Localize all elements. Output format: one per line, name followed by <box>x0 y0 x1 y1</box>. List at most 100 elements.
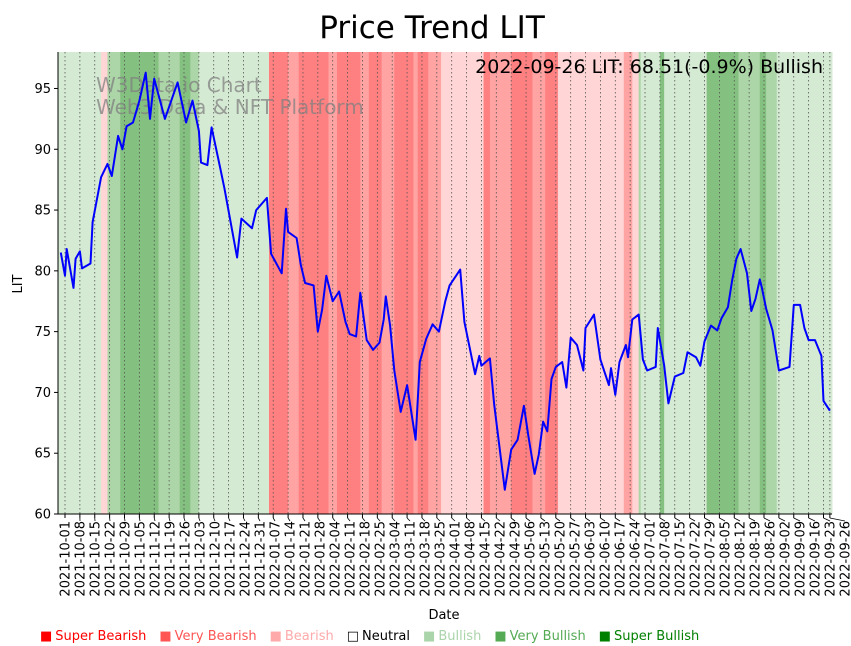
y-ticks: 60 65 70 75 80 85 90 95 <box>34 82 58 523</box>
x-tick-label: 2022-09-16 <box>809 521 824 597</box>
x-tick-leader <box>829 517 846 522</box>
x-tick-label: 2021-11-05 <box>134 521 149 597</box>
x-tick-label: 2021-10-01 <box>59 521 74 597</box>
x-tick-leader <box>168 517 171 522</box>
x-tick-leader <box>317 517 321 522</box>
y-tick-label: 65 <box>34 447 51 462</box>
band-super-bearish <box>394 52 414 514</box>
x-tick-label: 2022-02-11 <box>344 521 359 597</box>
x-tick-label: 2021-12-03 <box>194 521 209 597</box>
legend-label: Super Bullish <box>614 629 699 644</box>
x-tick-leader <box>302 517 306 522</box>
y-tick-label: 80 <box>34 264 51 279</box>
band-super-bearish <box>483 52 491 514</box>
legend-label: Super Bearish <box>55 629 146 644</box>
x-tick-leader <box>778 517 786 522</box>
sentiment-bands <box>58 52 833 514</box>
x-tick-leader <box>272 517 276 522</box>
legend-item-super-bearish: ■ Super Bearish <box>40 629 146 644</box>
x-tick-leader <box>213 517 216 522</box>
y-tick-label: 75 <box>34 325 51 340</box>
legend-item-very-bullish: ■ Very Bullish <box>494 629 585 644</box>
x-tick-leader <box>748 517 756 522</box>
legend-item-very-bearish: ■ Very Bearish <box>159 629 256 644</box>
legend-marker-icon: ■ <box>599 629 611 644</box>
x-tick-label: 2022-04-22 <box>494 521 509 597</box>
legend-item-bullish: ■ Bullish <box>423 629 481 644</box>
legend-marker-icon: □ <box>347 629 359 644</box>
band-very-bearish <box>413 52 419 514</box>
legend-label: Very Bullish <box>510 629 586 644</box>
x-tick-leader <box>436 517 441 522</box>
legend-label: Bearish <box>285 629 334 644</box>
legend-marker-icon: ■ <box>423 629 435 644</box>
x-tick-label: 2022-01-28 <box>314 521 329 597</box>
x-tick-leader <box>525 517 531 522</box>
x-tick-leader <box>659 517 666 522</box>
x-tick-leader <box>600 517 606 522</box>
band-super-bearish <box>417 52 429 514</box>
x-tick-label: 2021-10-08 <box>74 521 89 597</box>
x-tick-label: 2022-09-23 <box>824 521 839 597</box>
legend-marker-icon: ■ <box>40 629 52 644</box>
band-very-bullish <box>738 52 761 514</box>
band-super-bearish <box>511 52 533 514</box>
band-very-bullish <box>766 52 778 514</box>
x-tick-leader <box>124 517 126 522</box>
x-tick-label: 2022-01-07 <box>269 521 284 597</box>
band-very-bearish <box>489 52 512 514</box>
legend-label: Very Bearish <box>175 629 257 644</box>
x-tick-label: 2021-10-15 <box>89 521 104 597</box>
x-tick-leader <box>198 517 201 522</box>
band-bearish <box>557 52 625 514</box>
band-bullish <box>664 52 708 514</box>
watermark-line-2: Web3 Data & NFT Platform <box>96 95 364 119</box>
band-very-bearish <box>428 52 442 514</box>
x-tick-label: 2022-04-29 <box>509 521 524 597</box>
x-tick-leader <box>510 517 516 522</box>
band-very-bearish <box>328 52 338 514</box>
legend-label: Bullish <box>438 629 481 644</box>
x-tick-leader <box>793 517 801 522</box>
x-tick-leader <box>540 517 546 522</box>
x-tick-leader <box>644 517 651 522</box>
x-tick-label: 2021-11-26 <box>179 521 194 597</box>
x-tick-label: 2022-01-21 <box>299 521 314 597</box>
x-tick-label: 2022-03-25 <box>434 521 449 597</box>
band-very-bullish <box>638 52 642 514</box>
x-tick-label: 2021-12-31 <box>254 521 269 597</box>
x-tick-label: 2022-04-01 <box>449 521 464 597</box>
legend-marker-icon: ■ <box>159 629 171 644</box>
x-tick-label: 2022-05-20 <box>554 521 569 597</box>
x-tick-leader <box>570 517 576 522</box>
chart-title: Price Trend LIT <box>319 10 546 46</box>
x-tick-label: 2022-07-29 <box>704 521 719 597</box>
band-bearish <box>441 52 485 514</box>
x-tick-label: 2022-02-04 <box>329 521 344 597</box>
band-bullish <box>776 52 833 514</box>
y-tick-label: 70 <box>34 386 51 401</box>
band-very-bearish <box>360 52 370 514</box>
x-tick-leader <box>689 517 696 522</box>
x-tick-label: 2022-07-01 <box>644 521 659 597</box>
x-tick-label: 2021-10-29 <box>119 521 134 597</box>
y-axis-label: LIT <box>11 274 26 293</box>
x-tick-leader <box>362 517 366 522</box>
x-tick-label: 2021-11-12 <box>149 521 164 597</box>
x-tick-leader <box>406 517 411 522</box>
band-very-bullish <box>107 52 121 514</box>
x-tick-leader <box>258 517 261 522</box>
band-super-bullish <box>659 52 665 514</box>
x-tick-leader <box>734 517 741 522</box>
band-very-bearish <box>288 52 300 514</box>
band-super-bullish <box>179 52 191 514</box>
x-tick-label: 2022-04-08 <box>464 521 479 597</box>
band-bullish <box>640 52 661 514</box>
x-tick-leader <box>183 517 186 522</box>
band-very-bearish <box>532 52 546 514</box>
x-tick-label: 2022-05-13 <box>539 521 554 597</box>
band-super-bullish <box>759 52 767 514</box>
legend: ■ Super Bearish ■ Very Bearish ■ Bearish □ Neut… <box>40 629 699 644</box>
x-tick-label: 2022-03-11 <box>404 521 419 597</box>
